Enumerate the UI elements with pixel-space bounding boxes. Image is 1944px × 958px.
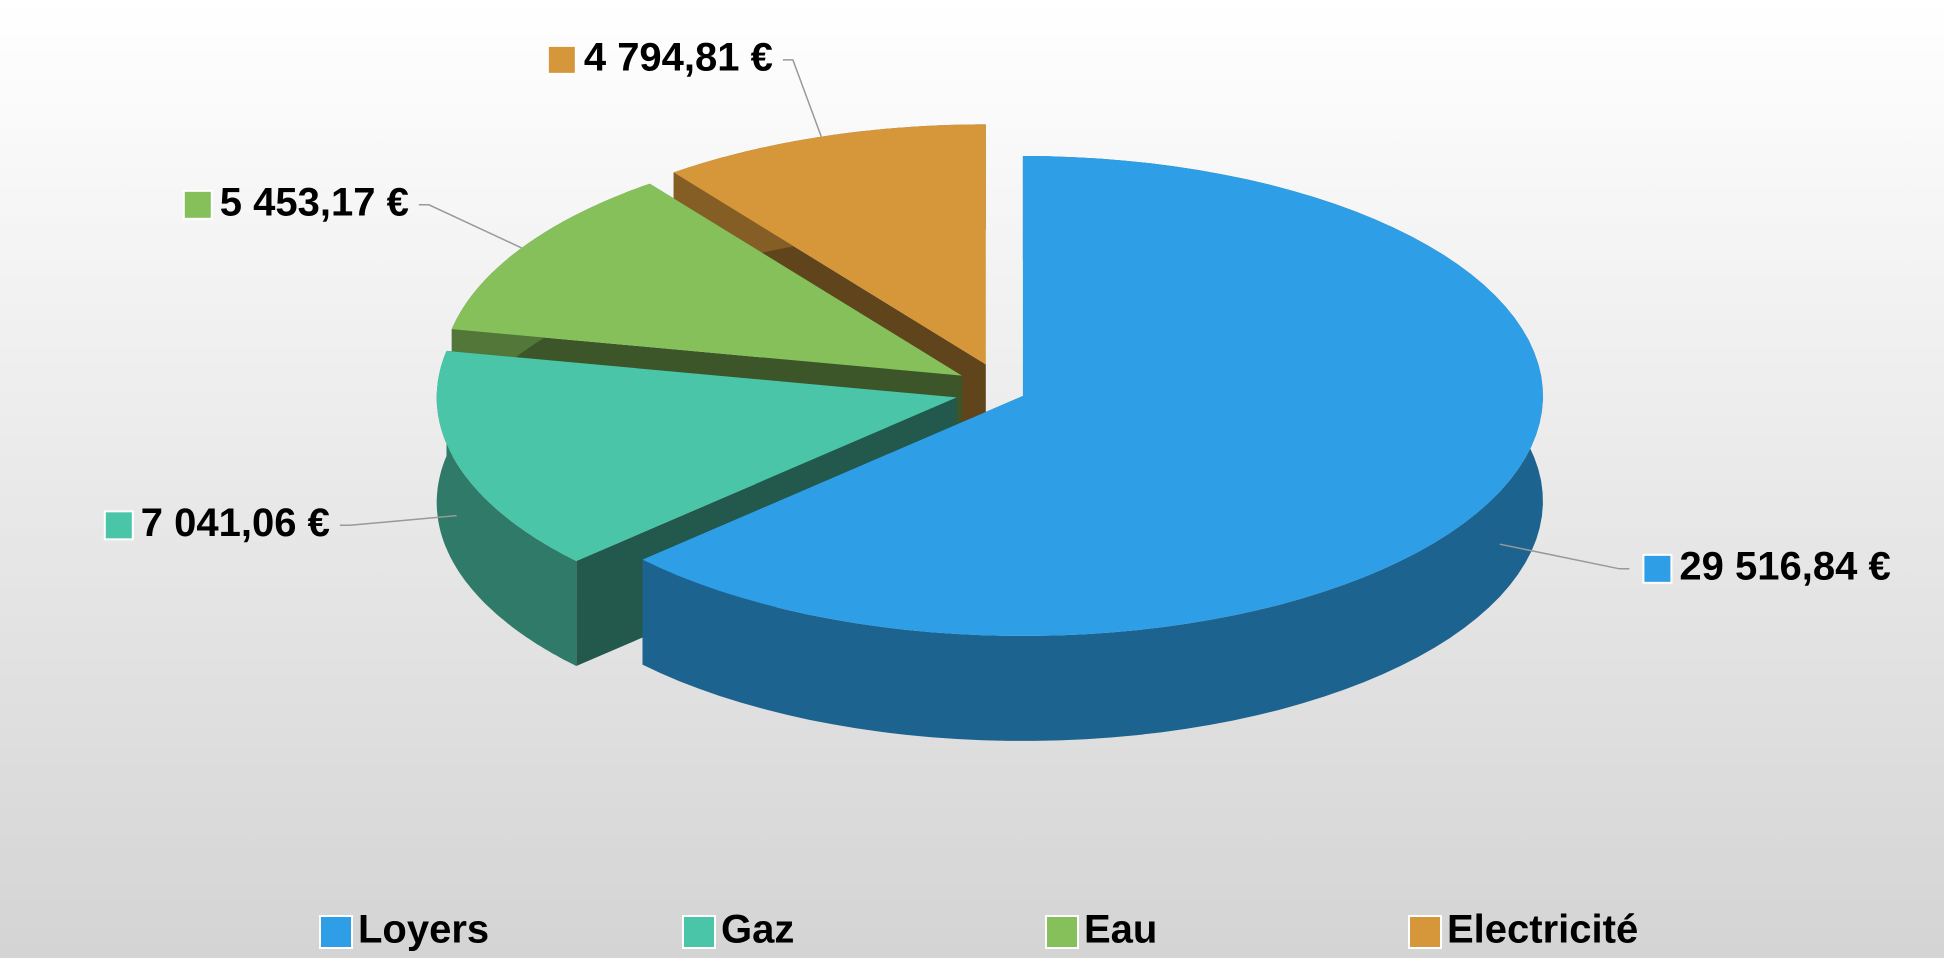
legend-label: Electricité (1447, 908, 1638, 952)
leader-line (339, 514, 457, 527)
leader-line (1499, 543, 1630, 570)
label-swatch (103, 510, 134, 541)
legend-swatch (1045, 915, 1079, 949)
slice-rim (436, 350, 577, 666)
slice (673, 124, 986, 365)
label-swatch (1642, 553, 1673, 584)
label-swatch (546, 44, 577, 75)
data-label: 29 516,84 € (1679, 544, 1890, 588)
label-swatch (182, 189, 213, 220)
data-label: 4 794,81 € (584, 35, 773, 79)
data-label: 5 453,17 € (220, 180, 409, 224)
legend-label: Loyers (358, 908, 489, 952)
slice (642, 156, 1543, 636)
leader-line (782, 59, 823, 137)
slice (451, 183, 962, 376)
leader-line (418, 204, 522, 249)
legend-swatch (319, 915, 353, 949)
legend-label: Gaz (721, 908, 794, 952)
legend-swatch (1408, 915, 1442, 949)
slice (436, 350, 957, 561)
legend-label: Eau (1084, 908, 1157, 952)
data-label: 7 041,06 € (141, 501, 330, 545)
legend-swatch (682, 915, 716, 949)
